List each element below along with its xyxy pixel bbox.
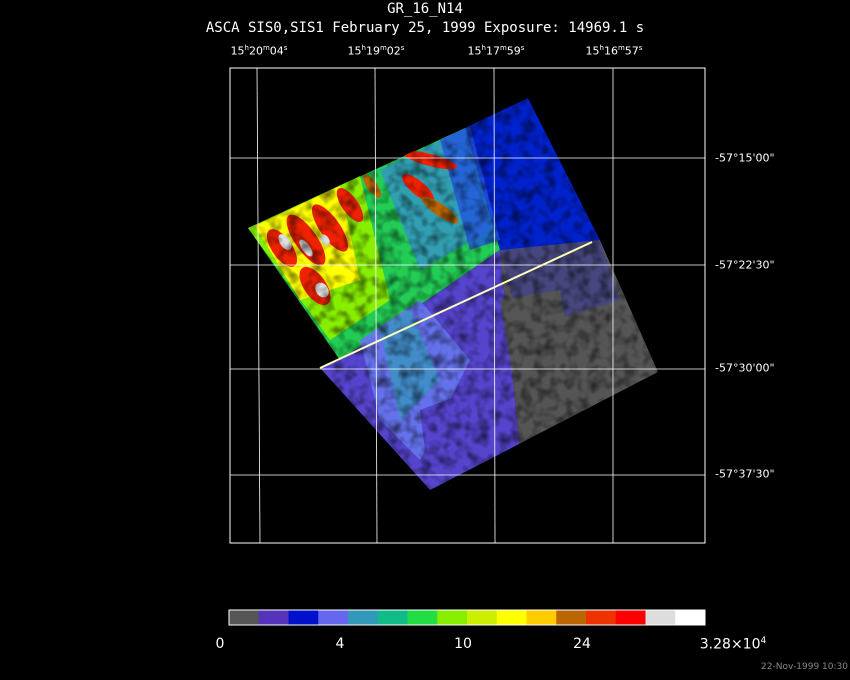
colorbar-label-10: 10 [454,636,472,652]
colorbar-segment [407,610,438,625]
dec-label-2: -57°22'30" [715,258,775,272]
colorbar-label-max: 3.28×104 [699,636,767,653]
colorbar-segment [526,610,557,625]
colorbar-segment [318,610,349,625]
ra-label-3: 15h17m59s [467,44,525,58]
colorbar-segment [496,610,527,625]
coordinate-grid [230,67,705,544]
ra-label-4: 15h16m57s [585,44,643,58]
colorbar-segment [615,610,646,625]
observation-subtitle: ASCA SIS0,SIS1 February 25, 1999 Exposur… [205,20,645,36]
dec-label-4: -57°37'30" [715,467,775,481]
colorbar-segment [229,610,260,625]
colorbar-label-0: 0 [215,636,225,652]
colorbar-segment [258,610,289,625]
colorbar [229,610,706,625]
colorbar-segment [437,610,468,625]
ra-label-1: 15h20m04s [230,44,288,58]
colorbar-segment [645,610,676,625]
colorbar-segment [348,610,379,625]
colorbar-label-24: 24 [573,636,591,652]
timestamp: 22-Nov-1999 10:30 [761,662,848,672]
image-title: GR_16_N14 [387,1,463,17]
colorbar-segment [377,610,408,625]
colorbar-segment [675,610,706,625]
dec-label-1: -57°15'00" [715,151,775,165]
ra-label-2: 15h19m02s [347,44,405,58]
plot-frame [229,67,706,544]
dec-label-3: -57°30'00" [715,361,775,375]
colorbar-segment [556,610,587,625]
colorbar-segment [467,610,498,625]
colorbar-label-4: 4 [335,636,345,652]
colorbar-segment [586,610,617,625]
sis-detector-image [248,98,658,490]
colorbar-segment [288,610,319,625]
